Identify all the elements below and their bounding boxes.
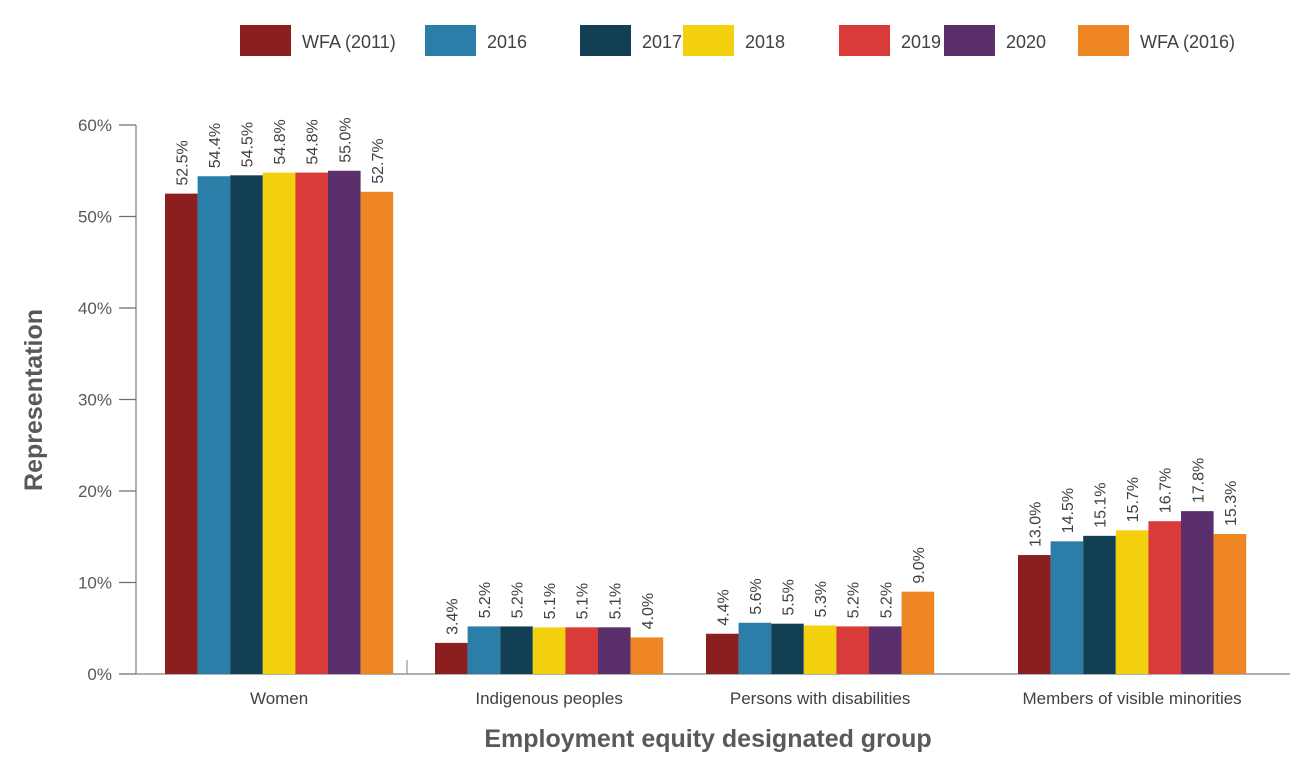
data-label: 54.5% [240,122,257,167]
y-axis-title: Representation [20,309,48,491]
x-axis-title: Employment equity designated group [484,725,931,753]
bar [598,627,631,674]
bar [197,176,231,675]
data-label: 15.1% [1093,482,1110,527]
data-label: 5.3% [813,581,830,617]
x-tick-label: Persons with disabilities [730,689,910,708]
legend-item: 2019 [839,25,941,56]
data-label: 9.0% [911,547,928,583]
legend-label: WFA (2016) [1140,32,1235,52]
data-label: 5.2% [477,582,494,618]
y-axis: 0% 10% 20% 30% 40% 50% 60% [78,116,137,684]
data-label: 52.7% [370,138,387,183]
bar [1148,521,1181,674]
bar [738,622,772,674]
data-label: 14.5% [1060,488,1077,533]
bar [1115,530,1149,674]
y-tick-label: 40% [78,299,112,318]
legend-label: 2019 [901,32,941,52]
legend-swatch [580,25,631,56]
data-label: 5.2% [846,582,863,618]
bar [165,193,198,674]
data-label: 3.4% [444,598,461,634]
bar [230,175,263,674]
bar [565,627,598,674]
legend-item: 2016 [425,25,527,56]
data-label: 15.3% [1223,481,1240,526]
legend: WFA (2011) 2016 2017 2018 2019 2020 WFA (2016) [240,25,1235,56]
legend-label: 2017 [642,32,682,52]
data-label: 5.5% [781,579,798,615]
legend-item: 2020 [944,25,1046,56]
data-label: 55.0% [337,117,354,162]
data-label: 16.7% [1158,468,1175,513]
y-tick-label: 60% [78,116,112,135]
data-label: 5.2% [510,582,527,618]
legend-swatch [425,25,476,56]
x-tick-label: Indigenous peoples [475,689,622,708]
data-label: 4.0% [640,593,657,629]
legend-swatch [240,25,291,56]
legend-swatch [839,25,890,56]
bar [803,625,837,674]
data-label: 5.2% [878,582,895,618]
bar [295,172,328,674]
legend-label: 2016 [487,32,527,52]
bar [1018,555,1051,674]
y-tick-label: 30% [78,391,112,410]
data-label: 54.8% [305,119,322,164]
y-tick-label: 50% [78,208,112,227]
bar [836,626,869,674]
legend-item: WFA (2016) [1078,25,1235,56]
bar [328,170,361,674]
bar [1181,511,1214,674]
legend-label: 2020 [1006,32,1046,52]
x-tick-label: Members of visible minorities [1023,689,1242,708]
bar [532,627,566,674]
data-label: 5.1% [542,583,559,619]
legend-item: WFA (2011) [240,25,396,56]
data-label: 15.7% [1125,477,1142,522]
bar [630,637,664,674]
bar [360,191,394,675]
bar [1050,541,1084,674]
y-tick-label: 20% [78,482,112,501]
legend-swatch [1078,25,1129,56]
bars: 52.5% 54.4% 54.5% 54.8% 54.8% 55.0% 52.7% 3.4% 5… [165,117,1247,675]
legend-swatch [683,25,734,56]
legend-item: 2018 [683,25,785,56]
bar [435,642,468,674]
data-label: 4.4% [715,589,732,625]
bar [1213,534,1247,674]
bar [706,633,739,674]
bar [262,172,296,674]
bar [869,626,902,674]
data-label: 5.6% [748,578,765,614]
data-label: 54.4% [207,123,224,168]
data-label: 5.1% [607,583,624,619]
y-tick-label: 10% [78,574,112,593]
x-tick-label: Women [250,689,308,708]
data-label: 5.1% [575,583,592,619]
legend-label: 2018 [745,32,785,52]
data-label: 54.8% [272,119,289,164]
data-label: 52.5% [174,140,191,185]
legend-item: 2017 [580,25,682,56]
bar [467,626,501,674]
data-label: 17.8% [1190,458,1207,503]
bar [901,591,935,674]
data-label: 13.0% [1027,502,1044,547]
bar [771,623,804,674]
legend-label: WFA (2011) [302,32,396,52]
bar [1083,535,1116,674]
legend-swatch [944,25,995,56]
bar [500,626,533,674]
y-tick-label: 0% [87,665,112,684]
